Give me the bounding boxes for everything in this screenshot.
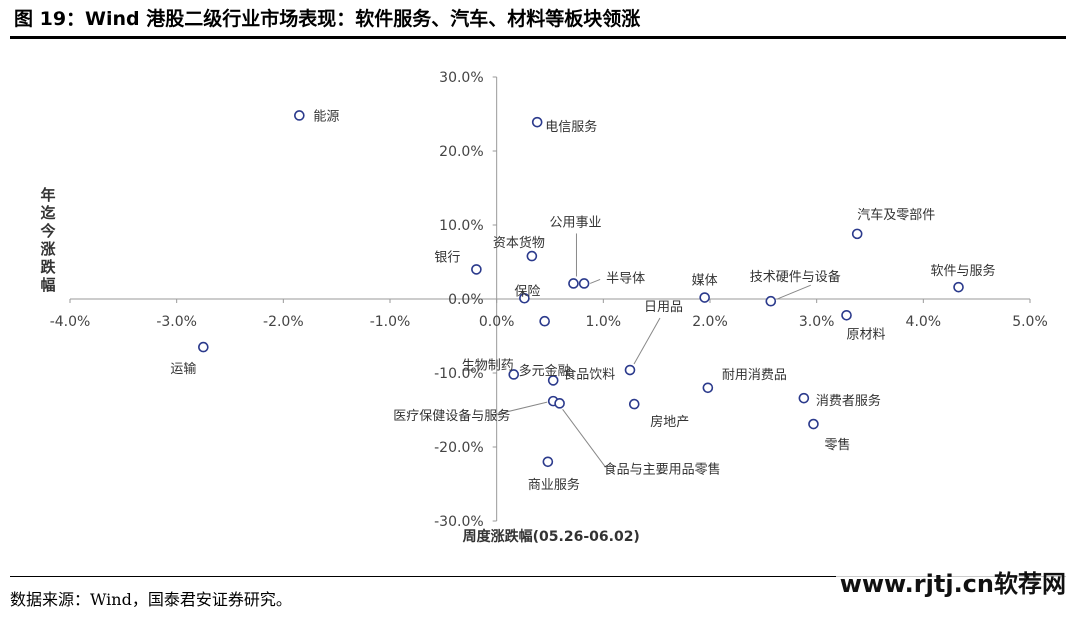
point-label: 软件与服务 [931,263,996,279]
point-label: 零售 [824,437,850,453]
scatter-point [841,309,852,321]
scatter-point [554,398,565,409]
scatter-point [519,292,530,304]
scatter-point [578,278,590,289]
x-tick-label: 3.0% [799,314,835,330]
leader-line [776,284,811,300]
y-tick-label: 10.0% [439,218,483,234]
point-label: 媒体 [692,274,718,289]
x-tick-label: 5.0% [1012,314,1048,330]
scatter-point [765,295,777,307]
point-label: 半导体 [606,271,645,286]
scatter-point [702,382,714,394]
y-tick-label: 30.0% [439,70,483,86]
y-tick-label: 20.0% [439,144,483,160]
y-tick-label: 0.0% [448,292,484,308]
point-label: 电信服务 [545,119,597,135]
x-tick-label: 4.0% [906,314,942,330]
x-axis-label: 周度涨跌幅(05.26-06.02) [463,528,640,545]
scatter-point [526,250,538,262]
scatter-chart: -4.0% -3.0% -2.0% -1.0% 0.0% 1.0% 2.0% 3.0% 4.0%… [50,70,1048,545]
point-label: 银行 [434,250,460,265]
figure-title: 图 19：Wind 港股二级行业市场表现：软件服务、汽车、材料等板块领涨 [14,8,641,30]
point-label: 商业服务 [528,477,580,493]
point-label: 汽车及零部件 [857,207,935,223]
y-axis-label: 年迄今涨跌幅 [40,186,56,294]
point-label: 技术硬件与设备 [750,269,841,285]
scatter-point [542,456,554,468]
point-label: 能源 [313,109,339,124]
leader-line [633,317,661,365]
x-tick-label: -1.0% [370,314,411,330]
x-tick-label: 0.0% [479,314,515,330]
scatter-point [471,264,482,275]
point-label: 多元金融 [519,363,571,379]
scatter-point [531,116,543,128]
scatter-point [539,315,550,327]
watermark-text: www.rjtj.cn软荐网 [835,564,1070,599]
x-tick-label: -2.0% [263,314,304,330]
point-label: 食品与主要用品零售 [604,461,721,477]
point-label: 消费者服务 [816,393,881,409]
scatter-point [294,110,305,121]
point-label: 公用事业 [549,215,601,230]
scatter-point [798,392,810,404]
y-tick-label: -20.0% [434,440,484,456]
point-label: 耐用消费品 [722,368,787,383]
scatter-point [851,228,863,240]
point-label: 原材料 [847,327,886,342]
scatter-point [808,418,819,430]
top-rule [10,36,1066,39]
point-label: 日用品 [644,300,683,315]
y-tick-label: -10.0% [434,366,484,382]
bottom-rule [10,576,1066,577]
point-label: 保险 [514,284,540,299]
source-note: 数据来源：Wind，国泰君安证券研究。 [10,590,292,609]
point-label: 运输 [170,361,196,377]
x-tick-label: 1.0% [586,314,622,330]
leader-line [562,409,607,468]
leader-line [589,278,601,284]
point-label: 房地产 [650,414,689,430]
scatter-point [628,398,640,410]
x-tick-label: -3.0% [156,314,197,330]
scatter-point [953,281,964,293]
point-label: 食品饮料 [563,366,615,382]
leader-line [493,401,548,416]
scatter-point [547,375,559,386]
x-tick-label: 2.0% [692,314,728,330]
y-tick-label: -30.0% [434,514,484,530]
scatter-point [508,369,520,380]
point-label: 资本货物 [493,235,545,251]
x-tick-label: -4.0% [50,314,91,330]
point-label: 医疗保健设备与服务 [393,408,510,424]
scatter-point [568,278,579,289]
scatter-point [699,292,710,303]
scatter-point [624,364,636,376]
scatter-point [198,341,209,353]
point-label: 生物制药 [462,358,514,373]
